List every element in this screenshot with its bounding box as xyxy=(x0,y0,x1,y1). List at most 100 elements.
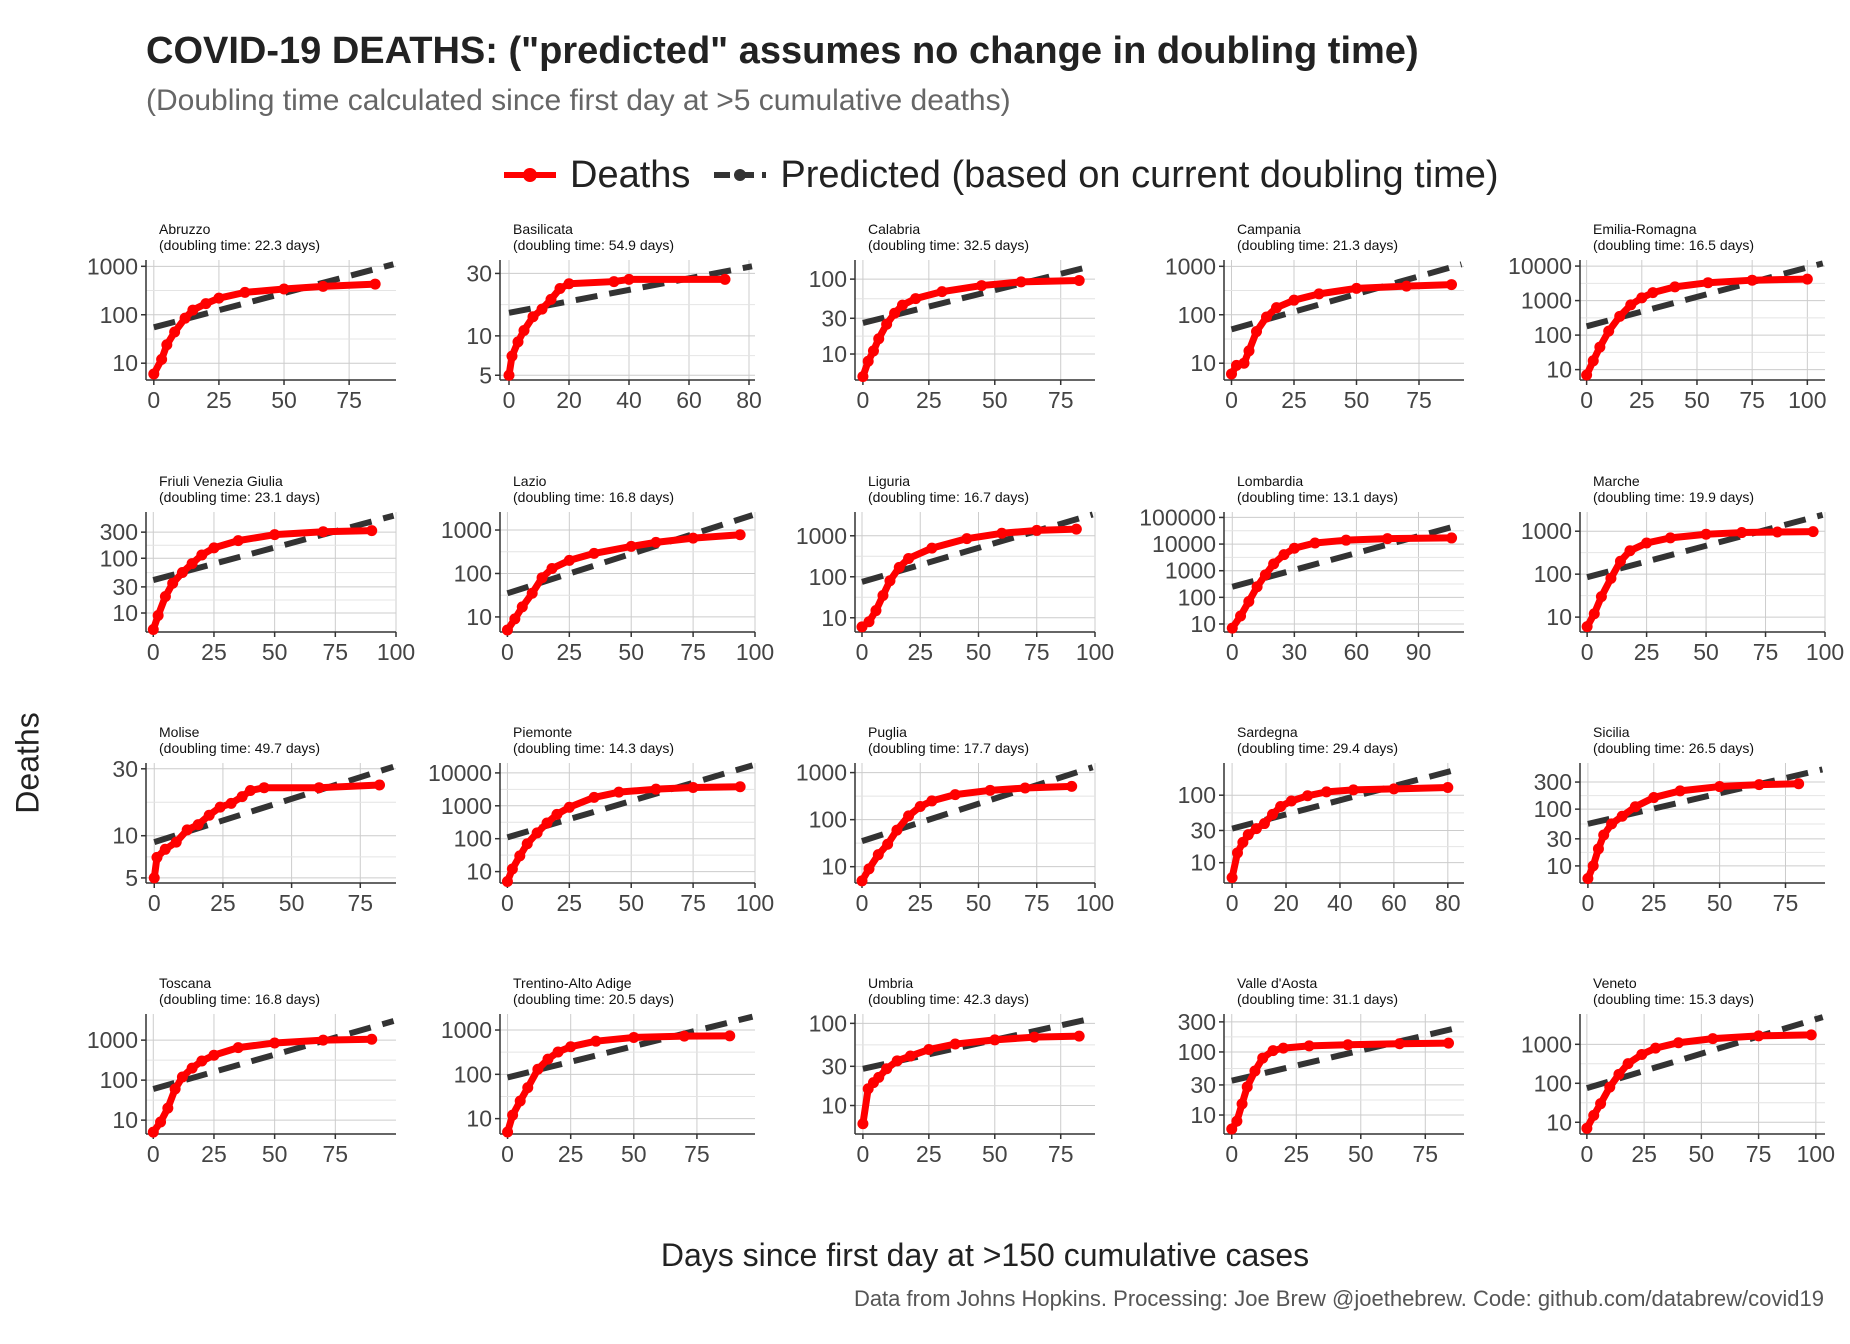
predicted-line xyxy=(153,261,395,331)
deaths-point xyxy=(1746,274,1758,286)
y-tick-label: 5 xyxy=(479,362,492,388)
x-tick-label: 80 xyxy=(1435,890,1461,916)
deaths-point xyxy=(1258,818,1270,830)
deaths-point xyxy=(984,784,996,796)
y-tick-label: 100 xyxy=(809,807,847,833)
chart-subtitle: (Doubling time calculated since first da… xyxy=(146,84,1011,117)
deaths-point xyxy=(148,872,160,884)
x-tick-label: 25 xyxy=(210,890,236,916)
x-tick-label: 75 xyxy=(323,639,349,665)
x-tick-label: 50 xyxy=(621,1141,647,1167)
panel-doubling-time: (doubling time: 15.3 days) xyxy=(1593,991,1754,1007)
panel-doubling-time: (doubling time: 54.9 days) xyxy=(513,237,674,253)
deaths-point xyxy=(1070,523,1082,535)
x-tick-label: 0 xyxy=(857,387,870,413)
deaths-point xyxy=(552,1046,564,1058)
x-tick-label: 60 xyxy=(676,387,702,413)
y-tick-label: 300 xyxy=(1178,1009,1216,1035)
panel-doubling-time: (doubling time: 23.1 days) xyxy=(159,489,320,505)
x-tick-label: 75 xyxy=(336,387,362,413)
deaths-line xyxy=(149,1035,376,1136)
deaths-point xyxy=(1622,1058,1634,1070)
y-tick-label: 30 xyxy=(1190,1072,1216,1098)
deaths-point xyxy=(1771,526,1783,538)
panel-doubling-time: (doubling time: 17.7 days) xyxy=(868,740,1029,756)
deaths-point xyxy=(1381,533,1393,545)
deaths-point xyxy=(1401,280,1412,292)
deaths-point xyxy=(590,1035,602,1047)
panel-emilia-romagna: Emilia-Romagna(doubling time: 16.5 days)… xyxy=(1508,221,1826,413)
deaths-point xyxy=(1278,549,1290,561)
deaths-point xyxy=(159,843,171,855)
deaths-point xyxy=(1598,829,1610,841)
deaths-point xyxy=(1606,818,1618,830)
deaths-point xyxy=(857,371,869,383)
y-tick-label: 300 xyxy=(100,519,138,545)
x-tick-label: 50 xyxy=(262,639,288,665)
chart-title: COVID-19 DEATHS: ("predicted" assumes no… xyxy=(146,30,1419,72)
x-tick-label: 0 xyxy=(1580,1141,1593,1167)
deaths-point xyxy=(167,577,179,589)
x-tick-label: 50 xyxy=(1689,1141,1715,1167)
deaths-point xyxy=(542,1053,554,1065)
x-tick-label: 50 xyxy=(279,890,305,916)
deaths-point xyxy=(1625,299,1637,311)
deaths-point xyxy=(588,791,600,803)
x-tick-label: 75 xyxy=(1024,639,1050,665)
y-tick-label: 100 xyxy=(1534,322,1572,348)
panel-title: Marche xyxy=(1593,473,1640,489)
deaths-point xyxy=(1241,1081,1253,1093)
y-tick-label: 30 xyxy=(1546,826,1572,852)
deaths-point xyxy=(1714,781,1726,793)
panel-title: Molise xyxy=(159,724,200,740)
deaths-point xyxy=(896,299,908,311)
deaths-point xyxy=(1613,1068,1625,1080)
deaths-point xyxy=(949,1038,961,1050)
deaths-point xyxy=(563,801,575,813)
deaths-point xyxy=(147,623,159,635)
deaths-point xyxy=(366,1033,378,1045)
x-tick-label: 75 xyxy=(1048,1141,1074,1167)
panel-doubling-time: (doubling time: 19.9 days) xyxy=(1593,489,1754,505)
deaths-point xyxy=(169,326,181,338)
x-tick-label: 25 xyxy=(1641,890,1667,916)
y-tick-label: 1000 xyxy=(1521,288,1572,314)
deaths-point xyxy=(156,353,168,365)
predicted-line xyxy=(1586,1014,1824,1092)
deaths-point xyxy=(170,836,182,848)
x-axis-label: Days since first day at >150 cumulative … xyxy=(660,1237,1310,1273)
y-tick-label: 100 xyxy=(809,1010,847,1036)
y-tick-label: 10 xyxy=(466,859,492,885)
x-tick-label: 25 xyxy=(557,890,583,916)
deaths-point xyxy=(1242,829,1254,841)
deaths-point xyxy=(239,286,251,298)
y-tick-label: 30 xyxy=(112,756,138,782)
y-tick-label: 10 xyxy=(821,1093,847,1119)
y-tick-label: 100 xyxy=(100,1067,138,1093)
y-tick-label: 10000 xyxy=(428,760,492,786)
x-tick-label: 0 xyxy=(1581,639,1594,665)
deaths-point xyxy=(873,1071,885,1083)
x-tick-label: 0 xyxy=(501,639,514,665)
x-tick-label: 50 xyxy=(1707,890,1733,916)
deaths-point xyxy=(1707,1033,1719,1045)
x-tick-label: 0 xyxy=(1580,387,1593,413)
panel-doubling-time: (doubling time: 16.8 days) xyxy=(513,489,674,505)
deaths-point xyxy=(196,549,208,561)
predicted-line xyxy=(152,1018,395,1092)
deaths-point xyxy=(623,273,635,285)
deaths-point xyxy=(650,536,662,548)
predicted-line xyxy=(152,512,395,583)
y-tick-label: 100 xyxy=(809,266,847,292)
deaths-point xyxy=(526,587,538,599)
y-tick-label: 300 xyxy=(1534,769,1572,795)
deaths-point xyxy=(1261,311,1272,323)
deaths-point xyxy=(863,616,875,628)
y-tick-label: 5 xyxy=(125,865,138,891)
deaths-point xyxy=(563,278,575,290)
deaths-point xyxy=(1801,273,1813,285)
x-tick-label: 75 xyxy=(1048,387,1074,413)
deaths-point xyxy=(527,311,539,323)
deaths-point xyxy=(1595,591,1607,603)
deaths-point xyxy=(1592,843,1604,855)
